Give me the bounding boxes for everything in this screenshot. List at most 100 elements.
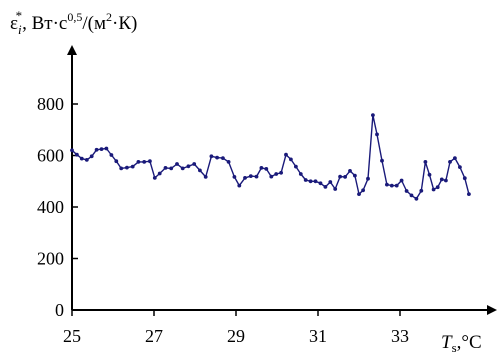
- data-point: [357, 192, 361, 197]
- data-point: [259, 166, 264, 170]
- data-point: [104, 146, 109, 151]
- data-point: [394, 183, 399, 188]
- data-point: [371, 113, 375, 117]
- data-point: [84, 158, 89, 162]
- x-tick-label: 33: [391, 326, 409, 346]
- data-point: [427, 172, 432, 177]
- data-point: [361, 188, 365, 193]
- x-axis-title-unit: ,°C: [457, 332, 482, 352]
- data-point: [125, 165, 129, 170]
- data-point: [203, 175, 208, 179]
- y-tick-label: 600: [37, 146, 64, 166]
- y-axis-title-main: ε: [10, 13, 18, 34]
- y-axis-title-unit-exp1: 0,5: [67, 10, 82, 24]
- x-axis-title-main: T: [441, 332, 453, 352]
- data-point: [328, 180, 333, 184]
- data-point: [180, 166, 185, 171]
- data-point: [109, 153, 114, 157]
- data-point: [419, 188, 424, 193]
- data-point: [467, 192, 471, 197]
- data-point: [70, 148, 74, 153]
- data-point: [243, 176, 247, 180]
- data-point: [353, 173, 357, 178]
- data-point: [148, 159, 152, 164]
- data-point: [142, 160, 147, 164]
- y-axis-title-sub: i: [18, 22, 22, 37]
- data-point: [462, 176, 467, 181]
- x-tick-label: 25: [63, 326, 81, 346]
- y-axis-title-unit-mid: /(м: [82, 13, 106, 34]
- data-point: [114, 159, 119, 164]
- x-tick-label: 31: [309, 326, 327, 346]
- data-point: [130, 164, 135, 169]
- data-point: [152, 176, 157, 180]
- data-point: [448, 160, 452, 164]
- data-point: [385, 182, 389, 187]
- y-axis-title: εi*, Вт·с0,5/(м2·К): [10, 8, 137, 37]
- data-point: [264, 167, 269, 171]
- data-point: [75, 152, 79, 157]
- data-point: [186, 164, 191, 169]
- data-point: [338, 174, 342, 179]
- data-point: [431, 187, 436, 192]
- data-point: [458, 165, 462, 170]
- data-point: [294, 164, 298, 169]
- data-point: [215, 155, 220, 160]
- x-axis-title: Ts,°C: [441, 332, 482, 352]
- data-point: [289, 157, 293, 162]
- data-point: [318, 181, 323, 186]
- data-point: [274, 172, 279, 176]
- data-point: [414, 196, 419, 201]
- data-point: [399, 178, 404, 183]
- data-point: [303, 178, 308, 182]
- y-tick-label: 200: [37, 249, 64, 269]
- data-point: [169, 166, 174, 171]
- x-tick-label: 29: [227, 326, 245, 346]
- data-point: [232, 175, 237, 179]
- data-point: [237, 183, 242, 188]
- data-point: [221, 156, 225, 161]
- data-point: [439, 177, 444, 182]
- data-point: [192, 162, 197, 166]
- data-point: [389, 183, 394, 188]
- data-point: [298, 172, 303, 176]
- data-point: [404, 189, 409, 193]
- data-point: [269, 174, 274, 179]
- data-point: [209, 154, 214, 159]
- data-point: [279, 170, 283, 175]
- series-layer: [70, 113, 471, 201]
- data-point: [366, 176, 370, 181]
- x-axis-title-sub: s: [452, 340, 457, 352]
- data-point: [453, 156, 457, 161]
- y-tick-label: 400: [37, 197, 64, 217]
- data-point: [99, 147, 104, 152]
- x-tick-label: 27: [145, 326, 163, 346]
- y-tick-label: 800: [37, 94, 64, 114]
- data-point: [254, 174, 259, 179]
- y-ticks: 0 200 400 600 800: [37, 94, 78, 320]
- data-point: [375, 132, 379, 137]
- y-axis-title-sup: *: [16, 8, 23, 23]
- y-axis-title-unit-end: ·К): [112, 13, 137, 34]
- y-tick-label: 0: [55, 300, 64, 320]
- data-point: [284, 152, 288, 157]
- data-point: [308, 179, 313, 184]
- data-point: [343, 175, 347, 179]
- data-point: [94, 147, 99, 152]
- data-point: [175, 162, 179, 166]
- data-point: [409, 193, 414, 198]
- data-point: [119, 166, 124, 171]
- data-point: [248, 174, 253, 179]
- data-point: [157, 171, 162, 176]
- data-point: [198, 168, 202, 173]
- x-ticks: 25 27 29 31 33: [63, 310, 409, 346]
- data-point: [313, 179, 318, 184]
- data-point: [333, 187, 338, 191]
- data-point: [423, 160, 428, 164]
- y-axis-title-unit-prefix: , Вт·с: [22, 13, 67, 34]
- series-line: [71, 114, 470, 200]
- data-point: [226, 160, 231, 164]
- data-point: [435, 185, 440, 190]
- data-point: [323, 185, 328, 189]
